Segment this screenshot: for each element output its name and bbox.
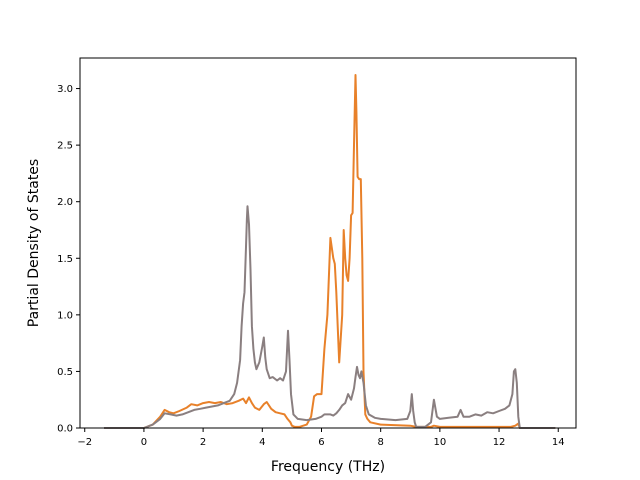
- series-layer: [104, 74, 556, 429]
- y-tick-label: 3.0: [57, 84, 73, 95]
- y-tick-label: 2.0: [57, 197, 73, 208]
- y-tick-label: 1.0: [57, 310, 73, 321]
- x-tick-label: 8: [377, 437, 383, 448]
- series-line-0: [104, 74, 556, 429]
- x-tick-label: 6: [318, 437, 324, 448]
- y-tick-label: 1.5: [57, 254, 73, 265]
- series-line-1: [104, 205, 556, 429]
- x-tick-label: 4: [259, 437, 265, 448]
- y-tick-label: 2.5: [57, 141, 73, 152]
- x-axis-label: Frequency (THz): [271, 459, 385, 475]
- y-tick-label: 0.0: [57, 424, 73, 435]
- y-tick-label: 0.5: [57, 367, 73, 378]
- x-tick-label: 10: [433, 437, 446, 448]
- x-tick-label: 14: [552, 437, 565, 448]
- y-axis-ticks: 0.0 0.5 1.0 1.5 2.0 2.5 3.0: [57, 84, 80, 435]
- x-tick-label: 12: [493, 437, 506, 448]
- y-axis-label: Partial Density of States: [26, 159, 42, 327]
- x-tick-label: −2: [77, 437, 92, 448]
- plot-frame: [79, 57, 577, 429]
- x-tick-label: 2: [200, 437, 206, 448]
- x-axis-ticks: −2 0 2 4 6 8 10 12 14: [77, 428, 565, 448]
- x-tick-label: 0: [141, 437, 147, 448]
